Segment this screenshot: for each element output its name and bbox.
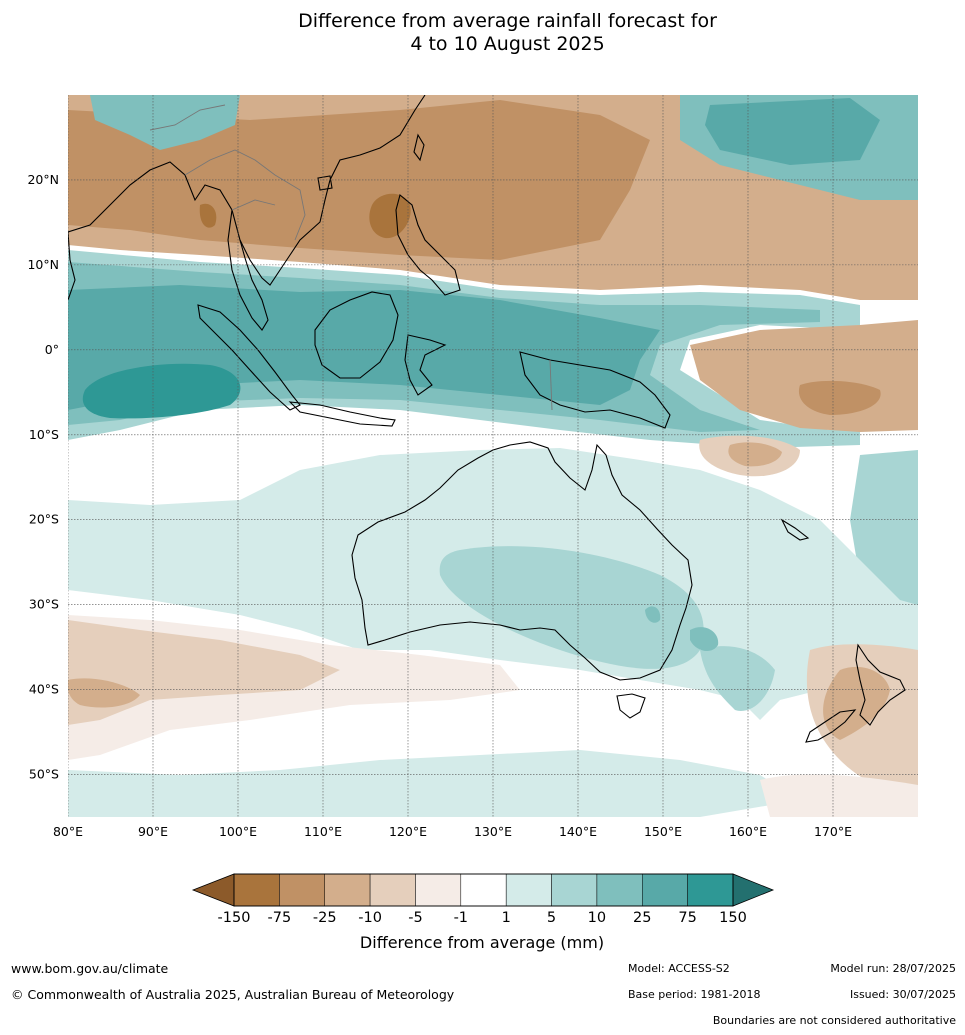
rainfall-anomaly-map <box>68 95 918 817</box>
colorbar-tick-label: -5 <box>408 910 422 926</box>
longitude-label: 110°E <box>304 824 342 839</box>
footer-model: Model: ACCESS-S2 <box>628 962 730 975</box>
colorbar-tick-label: 150 <box>719 910 747 926</box>
colorbar-extend-low <box>191 873 235 907</box>
longitude-label: 80°E <box>53 824 83 839</box>
longitude-label: 130°E <box>474 824 512 839</box>
colorbar-tick-label: -1 <box>454 910 468 926</box>
coastline-asia-mainland <box>68 95 426 286</box>
title-line-2: 4 to 10 August 2025 <box>410 33 605 55</box>
coastlines <box>68 95 906 743</box>
latitude-label: 10°S <box>29 427 59 442</box>
coastline-india <box>68 231 76 301</box>
longitude-label: 100°E <box>219 824 257 839</box>
map-title: Difference from average rainfall forecas… <box>0 10 965 56</box>
coastline-australia <box>351 441 693 681</box>
country-borders <box>149 104 553 411</box>
coastline-borneo <box>314 291 399 379</box>
coastline-new-zealand-south <box>805 709 857 743</box>
footer-disclaimer: Boundaries are not considered authoritat… <box>712 1014 956 1027</box>
wet-patch-tasman <box>700 646 775 711</box>
colorbar-swatch <box>551 873 598 907</box>
footer-website[interactable]: www.bom.gov.au/climate <box>11 961 169 976</box>
wet-patch-australia-mid <box>439 546 704 669</box>
dry-core-north <box>199 193 411 239</box>
wet-core-indian-ocean <box>82 363 241 419</box>
coastline-philippines <box>395 194 461 296</box>
longitude-label: 160°E <box>729 824 767 839</box>
footer-model-run: Model run: 28/07/2025 <box>830 962 956 975</box>
colorbar-swatch <box>687 873 734 907</box>
dry-strong-south-indian <box>68 678 140 708</box>
latitude-label: 0° <box>45 342 59 357</box>
longitude-label: 90°E <box>138 824 168 839</box>
colorbar-extend-high <box>732 873 775 907</box>
coastline-java <box>288 401 396 427</box>
coastline-taiwan <box>413 133 425 162</box>
dry-patch-southeast <box>760 774 918 817</box>
coastline-new-guinea <box>519 351 671 429</box>
footer-copyright: © Commonwealth of Australia 2025, Austra… <box>11 987 455 1002</box>
colorbar-swatch <box>233 873 280 907</box>
colorbar-tick-label: -150 <box>218 910 251 926</box>
latitude-label: 20°S <box>29 512 59 527</box>
longitude-label: 170°E <box>814 824 852 839</box>
colorbar-swatch <box>505 873 552 907</box>
latitude-label: 50°S <box>29 767 59 782</box>
coastline-malay-peninsula <box>227 209 269 331</box>
wet-band-southern-ocean <box>68 750 800 817</box>
colorbar-tick-label: -25 <box>313 910 337 926</box>
colorbar-swatch <box>279 873 325 907</box>
longitude-label: 120°E <box>389 824 427 839</box>
colorbar-tick-label: 1 <box>502 910 511 926</box>
wet-core-australia <box>645 606 719 652</box>
colorbar: -150 -75 -25 -10 -5 -1 1 5 10 25 75 150 <box>191 873 775 926</box>
longitude-label: 150°E <box>644 824 682 839</box>
wet-core-northeast <box>705 98 880 165</box>
coastline-new-caledonia <box>780 518 810 541</box>
latitude-label: 10°N <box>27 257 59 272</box>
colorbar-swatch <box>324 873 371 907</box>
coastline-tasmania <box>616 693 646 719</box>
border-mainland-asia <box>149 104 553 411</box>
colorbar-tick-label: 10 <box>588 910 606 926</box>
colorbar-tick-label: 25 <box>633 910 651 926</box>
colorbar-swatch <box>369 873 416 907</box>
footer-base-period: Base period: 1981-2018 <box>628 988 761 1001</box>
colorbar-swatch <box>596 873 643 907</box>
colorbar-swatch <box>460 873 507 907</box>
colorbar-tick-label: -75 <box>268 910 292 926</box>
latitude-labels: 20°N 10°N 0° 10°S 20°S 30°S 40°S 50°S <box>27 172 59 782</box>
graticule <box>68 95 918 817</box>
colorbar-tick-label: 75 <box>678 910 696 926</box>
colorbar-tick-label: -10 <box>358 910 382 926</box>
latitude-label: 20°N <box>27 172 59 187</box>
dry-core-new-zealand <box>823 666 890 740</box>
dry-core-coral-sea <box>728 442 782 467</box>
coastline-new-zealand-north <box>855 643 906 726</box>
latitude-label: 40°S <box>29 682 59 697</box>
colorbar-swatch <box>642 873 688 907</box>
coastline-sulawesi <box>404 334 447 396</box>
longitude-label: 140°E <box>559 824 597 839</box>
colorbar-title: Difference from average (mm) <box>360 933 604 952</box>
footer-issued: Issued: 30/07/2025 <box>849 988 956 1001</box>
colorbar-swatch <box>415 873 462 907</box>
colorbar-frame <box>233 873 734 907</box>
longitude-labels: 80°E 90°E 100°E 110°E 120°E 130°E 140°E 150°E 16… <box>53 824 852 839</box>
colorbar-tick-label: 5 <box>547 910 556 926</box>
coastline-hainan <box>317 175 333 191</box>
title-line-1: Difference from average rainfall forecas… <box>298 10 717 32</box>
dry-core-southwest-pacific <box>798 380 881 415</box>
wet-patch-northwest <box>90 95 240 150</box>
latitude-label: 30°S <box>29 597 59 612</box>
